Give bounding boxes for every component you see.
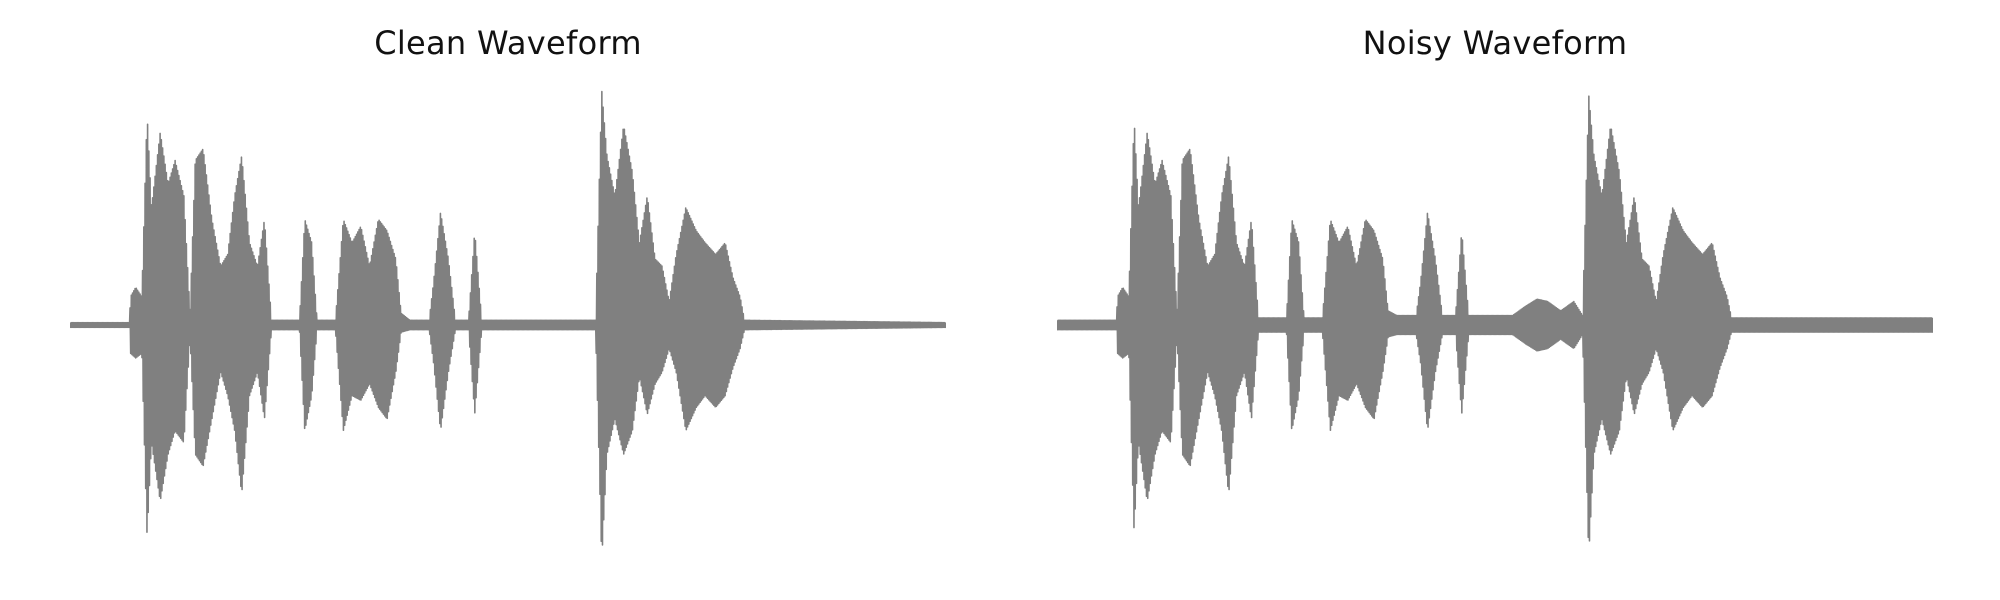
- noisy-waveform-plot: [1057, 90, 1933, 560]
- chart-title: Noisy Waveform: [1362, 24, 1628, 62]
- noisy-waveform-svg: [1057, 95, 1933, 542]
- chart-title: Clean Waveform: [374, 24, 642, 62]
- waveform-series-line: [70, 90, 946, 546]
- clean-waveform-svg: [70, 90, 946, 546]
- clean-waveform-plot: [70, 90, 946, 560]
- clean-waveform-panel: Clean Waveform: [70, 0, 946, 600]
- noisy-waveform-panel: Noisy Waveform: [1057, 0, 1933, 600]
- waveform-series-line: [1057, 95, 1933, 542]
